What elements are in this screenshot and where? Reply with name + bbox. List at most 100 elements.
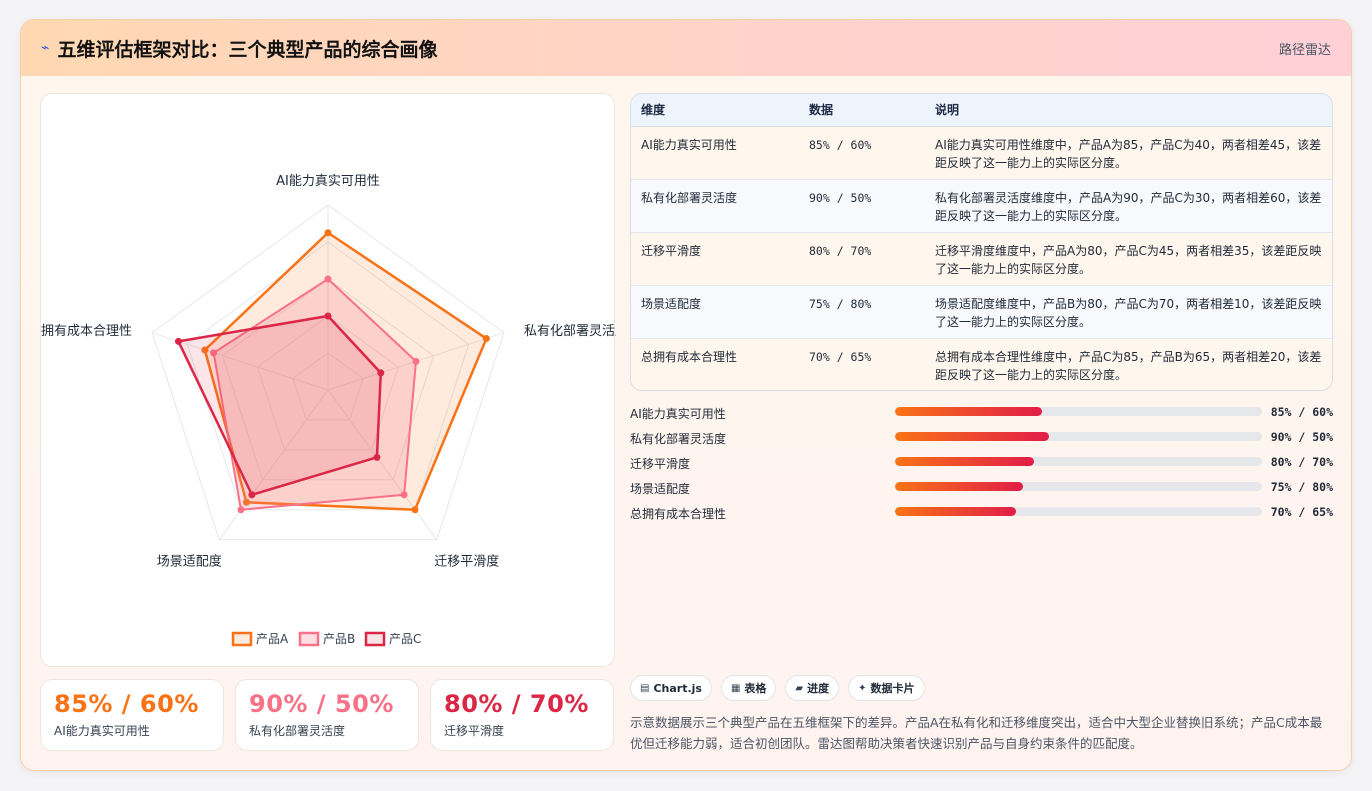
radar-spoke (218, 389, 329, 540)
radar-grid-ring (257, 315, 399, 451)
progress-label: 私有化部署灵活度 (630, 432, 727, 446)
table-cell-data: 80% / 70% (799, 232, 925, 286)
progress-label: AI能力真实可用性 (630, 407, 726, 421)
table-cell-desc: AI能力真实可用性维度中，产品A为85，产品C为40，两者相差45，该差距反映了… (925, 126, 1332, 180)
radar-axis-label: 场景适配度 (157, 554, 222, 570)
chip-progress[interactable]: ▰ 进度 (785, 675, 840, 701)
radar-point (242, 498, 250, 506)
radar-axis-label: 总拥有成本合理性 (41, 324, 132, 339)
progress-row: AI能力真实可用性 85% / 60% (630, 402, 1333, 427)
table-icon: ▦ (730, 682, 741, 694)
table-cell-data: 70% / 65% (799, 338, 925, 390)
kpi-value: 80% / 70% (444, 690, 589, 718)
progress-row: 迁移平滑度 80% / 70% (630, 452, 1333, 477)
data-table: 维度 数据 说明 AI能力真实可用性 85% / 60% AI能力真实可用性维度… (630, 93, 1333, 391)
legend-swatch (364, 631, 386, 647)
progress-value: 80% / 70% (1270, 455, 1333, 469)
radar-series-产品C (177, 314, 383, 497)
legend-label: 产品A (256, 632, 289, 646)
chip-label: Chart.js (653, 681, 702, 695)
table-row: 私有化部署灵活度 90% / 50% 私有化部署灵活度维度中，产品A为90，产品… (631, 179, 1332, 233)
table-cell-data: 85% / 60% (799, 126, 925, 180)
progress-fill (895, 507, 1017, 516)
progress-label: 场景适配度 (630, 482, 691, 496)
legend-label: 产品C (389, 632, 421, 646)
radar-grid-ring (186, 241, 470, 511)
radar-point (324, 229, 332, 237)
progress-row: 场景适配度 75% / 80% (630, 477, 1333, 502)
progress-track (895, 507, 1262, 516)
page-title: 五维评估框架对比：三个典型产品的综合画像 (57, 38, 438, 61)
sparkle-icon: ✦ (858, 682, 867, 694)
header: ⌁ 五维评估框架对比：三个典型产品的综合画像 路径雷达 (21, 20, 1351, 76)
kpi-value: 90% / 50% (249, 690, 394, 718)
chip-label: 表格 (744, 682, 767, 695)
radar-chart: AI能力真实可用性私有化部署灵活度迁移平滑度 场景适配度 总拥有成本合理性产品A 产品… (41, 174, 616, 647)
progress-row: 私有化部署灵活度 90% / 50% (630, 427, 1333, 452)
radar-grid-ring (292, 352, 364, 421)
kpi-label: 私有化部署灵活度 (249, 724, 346, 738)
chip-label: 数据卡片 (870, 682, 915, 695)
radar-series-产品A (203, 231, 488, 511)
radar-point (248, 491, 256, 499)
radar-point (201, 346, 209, 354)
legend-swatch (231, 631, 253, 647)
chip-chart[interactable]: ▤ Chart.js (630, 675, 712, 701)
chart-icon: ▤ (640, 682, 650, 694)
table-row: 总拥有成本合理性 70% / 65% 总拥有成本合理性维度中，产品C为85，产品… (631, 338, 1332, 390)
progress-track (895, 407, 1262, 416)
table-header-desc: 说明 (925, 94, 1332, 127)
table-row: 场景适配度 75% / 80% 场景适配度维度中，产品B为80，产品C为70，两… (631, 285, 1332, 339)
progress-bars: AI能力真实可用性 85% / 60% 私有化部署灵活度 90% / 50% 迁移平… (630, 402, 1333, 527)
table-header-dim: 维度 (631, 94, 799, 127)
progress-value: 90% / 50% (1270, 430, 1333, 444)
legend-swatch (298, 631, 320, 647)
table-row: AI能力真实可用性 85% / 60% AI能力真实可用性维度中，产品A为85，… (631, 126, 1332, 180)
progress-fill (895, 482, 1024, 491)
progress-value: 85% / 60% (1270, 405, 1333, 419)
radar-axis-label: AI能力真实可用性 (276, 174, 380, 189)
radar-grid-ring (151, 204, 505, 541)
progress-track (895, 482, 1262, 491)
radar-point (411, 506, 419, 514)
table-cell-desc: 私有化部署灵活度维度中，产品A为90，产品C为30，两者相差60，该差距反映了这… (925, 179, 1332, 233)
progress-value: 70% / 65% (1270, 505, 1333, 519)
progress-row: 总拥有成本合理性 70% / 65% (630, 502, 1333, 527)
table-cell-data: 90% / 50% (799, 179, 925, 233)
radar-point (324, 312, 332, 320)
kpi-label: AI能力真实可用性 (54, 724, 150, 738)
table-cell-desc: 总拥有成本合理性维度中，产品C为85，产品B为65，两者相差20，该差距反映了这… (925, 338, 1332, 390)
table-cell-dim: 私有化部署灵活度 (631, 179, 799, 233)
progress-label: 迁移平滑度 (630, 457, 691, 471)
radar-axis-label: 迁移平滑度 (434, 554, 499, 570)
radar-point (373, 453, 381, 461)
radar-point (412, 357, 420, 365)
progress-fill (895, 407, 1042, 416)
bolt-icon: ⌁ (41, 40, 50, 56)
radar-axis-label: 私有化部署灵活度 (524, 323, 616, 339)
table-cell-dim: 场景适配度 (631, 285, 799, 339)
progress-value: 75% / 80% (1270, 480, 1333, 494)
radar-point (324, 275, 332, 283)
radar-grid-ring (221, 278, 435, 481)
radar-point (400, 491, 408, 499)
radar-point (210, 349, 218, 357)
table-cell-dim: 迁移平滑度 (631, 232, 799, 286)
kpi-card: 80% / 70% 迁移平滑度 (430, 679, 614, 751)
legend-label: 产品B (323, 632, 355, 646)
kpi-card: 85% / 60% AI能力真实可用性 (40, 679, 224, 751)
kpi-value: 85% / 60% (54, 690, 199, 718)
main-card: ⌁ 五维评估框架对比：三个典型产品的综合画像 路径雷达 AI能力真实可用性 私有化… (20, 19, 1352, 771)
radar-point (237, 506, 245, 514)
radar-point (377, 369, 385, 377)
chip-sparkle[interactable]: ✦ 数据卡片 (848, 675, 925, 701)
progress-icon: ▰ (795, 682, 804, 694)
chip-table[interactable]: ▦ 表格 (720, 675, 777, 701)
progress-track (895, 457, 1262, 466)
table-cell-dim: 总拥有成本合理性 (631, 338, 799, 390)
table-header-data: 数据 (799, 94, 925, 127)
kpi-card: 90% / 50% 私有化部署灵活度 (235, 679, 419, 751)
chip-label: 进度 (807, 682, 830, 695)
radar-series-产品B (212, 278, 417, 511)
radar-point (174, 337, 182, 345)
